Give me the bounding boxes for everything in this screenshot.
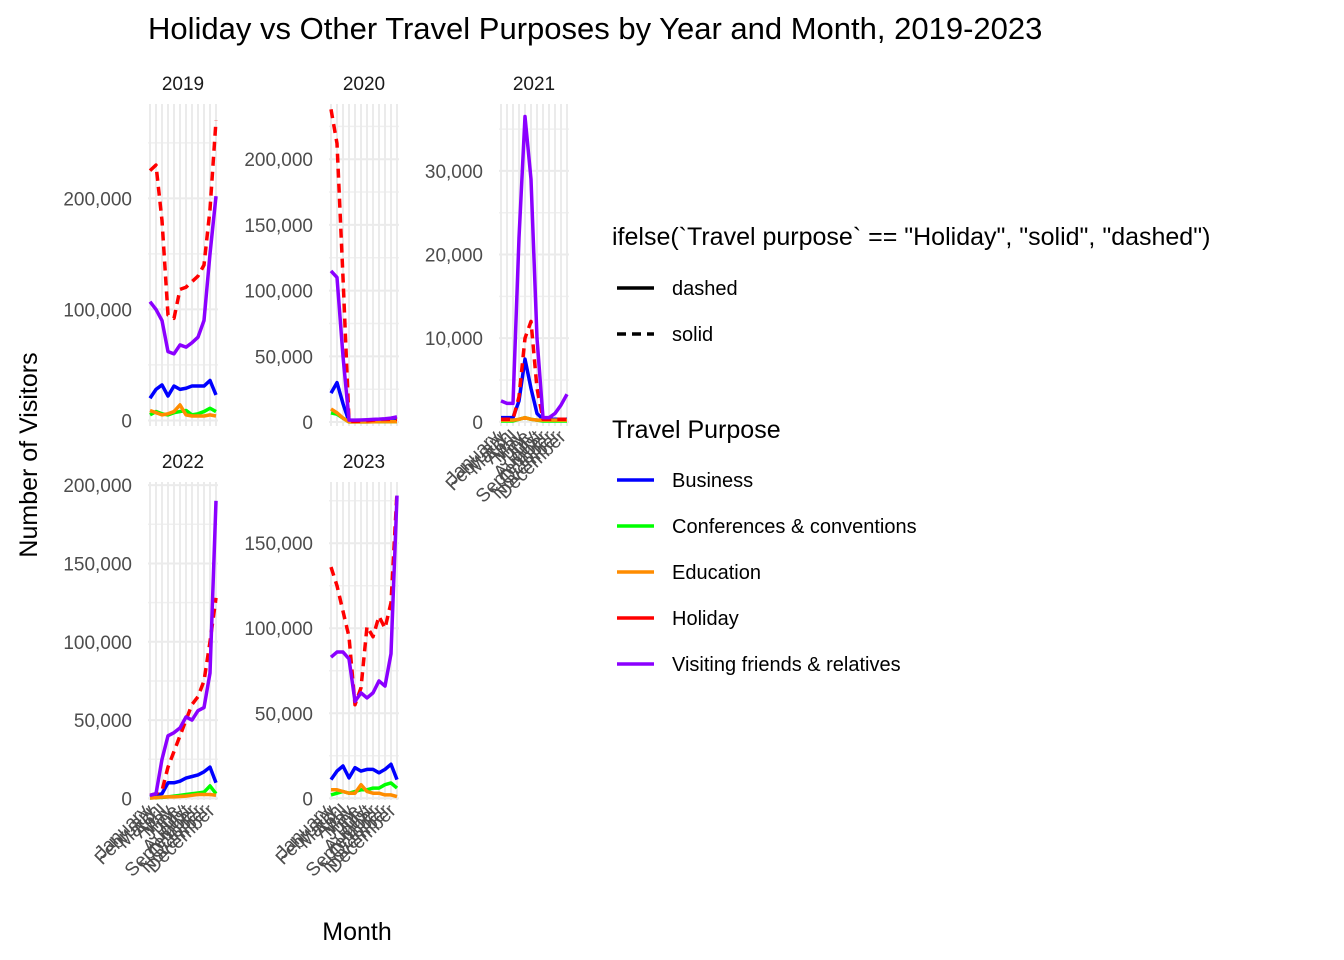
y-tick-label: 0 [302, 413, 313, 434]
panel-2019: 2019 0 100,000 200,000 [63, 74, 218, 432]
y-tick-label: 50,000 [74, 711, 132, 732]
series-line-education [330, 407, 397, 424]
y-tick-label: 10,000 [425, 329, 483, 350]
series-line-education [149, 792, 217, 800]
linetype-legend-title: ifelse(`Travel purpose` == "Holiday", "s… [612, 223, 1210, 251]
y-tick-label: 50,000 [255, 347, 313, 368]
y-tick-label: 0 [121, 411, 132, 432]
series-line-education [149, 403, 217, 418]
color-legend-label: Holiday [672, 608, 739, 630]
color-legend-title: Travel Purpose [612, 416, 781, 444]
chart-title: Holiday vs Other Travel Purposes by Year… [148, 11, 1042, 46]
y-tick-label: 100,000 [63, 300, 132, 321]
y-tick-label: 0 [121, 789, 132, 810]
y-axis-title: Number of Visitors [15, 352, 43, 557]
y-tick-label: 200,000 [244, 150, 313, 171]
color-legend-label: Visiting friends & relatives [672, 654, 901, 676]
y-tick-label: 100,000 [244, 619, 313, 640]
series-line-visiting-friends-relatives [329, 495, 399, 704]
gridlines [329, 482, 399, 800]
series-line-holiday [329, 108, 397, 424]
panel-2021: 2021010,00020,00030,000JanuaryFebruaryMa… [425, 74, 571, 507]
panel-2023: 2023050,000100,000150,000JanuaryFebruary… [244, 452, 401, 881]
series-line-visiting-friends-relatives [149, 500, 218, 797]
series-line-business [149, 765, 218, 799]
series-line-business [148, 378, 218, 400]
series-line-visiting-friends-relatives [500, 114, 569, 420]
facet-panels: 2019 0 100,000 200,000 2020 0 50,000 100,000 150… [63, 74, 571, 881]
series-line-holiday [149, 597, 218, 797]
y-tick-label: 150,000 [244, 534, 313, 555]
y-tick-label: 100,000 [63, 633, 132, 654]
series-line-education [501, 415, 567, 422]
series-line-visiting-friends-relatives [329, 269, 398, 422]
y-tick-label: 30,000 [425, 162, 483, 183]
y-tick-label: 50,000 [255, 704, 313, 725]
strip-label: 2021 [513, 74, 555, 95]
series-line-holiday [148, 120, 218, 321]
x-axis-title: Month [322, 918, 391, 946]
linetype-legend-label: dashed [672, 278, 738, 300]
y-tick-label: 0 [302, 789, 313, 810]
legends: ifelse(`Travel purpose` == "Holiday", "s… [612, 223, 1210, 676]
strip-label: 2020 [343, 74, 385, 95]
y-tick-label: 150,000 [63, 554, 132, 575]
strip-label: 2022 [162, 452, 204, 473]
series-line-education [331, 782, 398, 799]
series-line-visiting-friends-relatives [148, 195, 218, 356]
gridlines [329, 104, 399, 426]
color-legend-label: Education [672, 562, 761, 584]
linetype-legend-label: solid [672, 324, 713, 346]
y-tick-label: 100,000 [244, 282, 313, 303]
gridlines [148, 482, 218, 800]
y-tick-label: 20,000 [425, 246, 483, 267]
color-legend-label: Business [672, 470, 753, 492]
series-line-holiday [329, 492, 399, 707]
y-tick-label: 150,000 [244, 216, 313, 237]
y-tick-label: 0 [472, 413, 483, 434]
color-legend-label: Conferences & conventions [672, 516, 917, 538]
series-line-business [329, 762, 399, 781]
strip-label: 2019 [162, 74, 204, 95]
y-tick-label: 200,000 [63, 476, 132, 497]
y-tick-label: 200,000 [63, 189, 132, 210]
panel-2020: 2020 0 50,000 100,000 150,000 200,000 [244, 74, 399, 434]
strip-label: 2023 [343, 452, 385, 473]
panel-2022: 2022050,000100,000150,000200,000JanuaryF… [63, 452, 220, 881]
